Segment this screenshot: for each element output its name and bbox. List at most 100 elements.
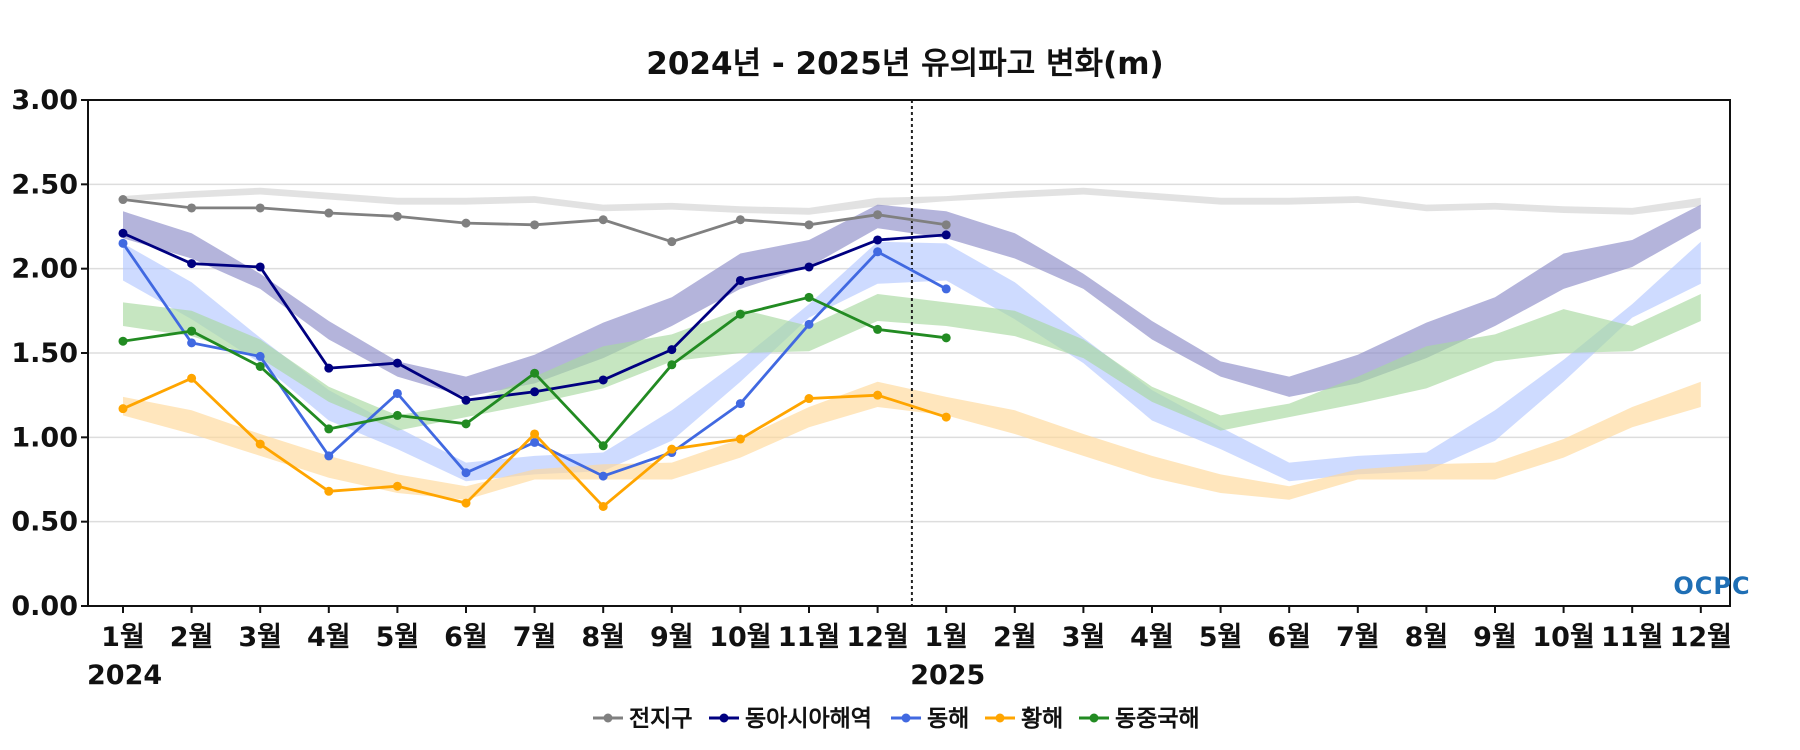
x-tick-label: 4월: [1130, 622, 1174, 653]
data-point: [667, 360, 677, 370]
climatology-band: [123, 187, 1701, 215]
legend-label: 동아시아해역: [745, 706, 872, 732]
data-point: [598, 441, 608, 451]
legend-marker: [719, 713, 729, 723]
legend-marker: [901, 713, 911, 723]
data-point: [804, 220, 814, 230]
data-point: [598, 215, 608, 225]
data-point: [804, 394, 814, 404]
legend-label: 황해: [1021, 706, 1063, 732]
data-point: [392, 410, 402, 420]
data-point: [324, 363, 334, 373]
data-point: [598, 375, 608, 385]
data-point: [873, 390, 883, 400]
data-point: [804, 292, 814, 302]
legend-marker: [603, 713, 613, 723]
x-tick-label: 2월: [993, 622, 1037, 653]
data-point: [324, 486, 334, 496]
data-point: [598, 501, 608, 511]
legend-label: 동중국해: [1115, 706, 1200, 732]
data-point: [735, 275, 745, 285]
x-tick-label: 12월: [846, 622, 908, 653]
data-point: [392, 358, 402, 368]
y-tick-label: 2.00: [11, 254, 78, 285]
x-tick-label: 6월: [1267, 622, 1311, 653]
x-tick-label: 1월: [101, 622, 145, 653]
data-point: [187, 203, 197, 213]
x-tick-label: 6월: [444, 622, 488, 653]
data-point: [324, 208, 334, 218]
x-tick-label: 3월: [238, 622, 282, 653]
x-tick-label: 10월: [1532, 622, 1594, 653]
data-point: [118, 336, 128, 346]
data-point: [941, 333, 951, 343]
x-tick-label: 11월: [1601, 622, 1663, 653]
y-tick-label: 1.00: [11, 422, 78, 453]
data-point: [804, 262, 814, 272]
data-point: [187, 373, 197, 383]
data-point: [873, 247, 883, 257]
data-point: [461, 468, 471, 478]
year-label: 2025: [910, 660, 985, 691]
data-point: [187, 338, 197, 348]
ocpc-logo: OCPC: [1673, 572, 1750, 600]
data-point: [392, 481, 402, 491]
data-point: [873, 210, 883, 220]
year-label: 2024: [87, 660, 162, 691]
data-point: [255, 262, 265, 272]
data-point: [941, 284, 951, 294]
x-tick-label: 7월: [513, 622, 557, 653]
x-tick-label: 3월: [1062, 622, 1106, 653]
data-point: [461, 218, 471, 228]
x-tick-label: 12월: [1670, 622, 1732, 653]
data-point: [941, 412, 951, 422]
x-tick-label: 4월: [307, 622, 351, 653]
x-tick-label: 9월: [650, 622, 694, 653]
data-point: [255, 203, 265, 213]
data-point: [461, 498, 471, 508]
data-series: [118, 195, 951, 511]
x-tick-label: 8월: [581, 622, 625, 653]
x-tick-label: 5월: [1199, 622, 1243, 653]
data-point: [118, 195, 128, 205]
legend-marker: [1089, 713, 1099, 723]
data-point: [530, 437, 540, 447]
x-tick-label: 2월: [170, 622, 214, 653]
data-point: [461, 395, 471, 405]
climatology-band: [123, 294, 1701, 431]
data-point: [461, 419, 471, 429]
y-tick-label: 3.00: [11, 85, 78, 116]
data-point: [873, 235, 883, 245]
x-tick-label: 9월: [1473, 622, 1517, 653]
data-point: [255, 361, 265, 371]
data-point: [187, 326, 197, 336]
legend-marker: [995, 713, 1005, 723]
y-tick-label: 0.50: [11, 507, 78, 538]
data-point: [735, 399, 745, 409]
x-tick-label: 10월: [709, 622, 771, 653]
y-tick-label: 1.50: [11, 338, 78, 369]
x-axis: 1월 2월 3월 4월 5월 6월 7월 8월 9월 10월 11월 12월 1월 2월 3월 4월 5월 6월 7…: [101, 606, 1732, 653]
y-axis: 0.00 0.50 1.00 1.50 2.00 2.50 3.00: [11, 85, 88, 622]
data-point: [530, 429, 540, 439]
legend: 전지구 동아시아해역 동해 황해 동중국해: [593, 706, 1200, 732]
data-point: [118, 404, 128, 414]
year-labels: 2024 2025: [87, 660, 985, 691]
y-tick-label: 2.50: [11, 169, 78, 200]
data-point: [667, 345, 677, 355]
data-point: [530, 368, 540, 378]
x-tick-label: 7월: [1336, 622, 1380, 653]
legend-label: 전지구: [629, 706, 692, 732]
data-point: [873, 324, 883, 334]
chart-title: 2024년 - 2025년 유의파고 변화(m): [646, 46, 1163, 82]
data-point: [598, 471, 608, 481]
data-point: [187, 259, 197, 269]
data-point: [324, 424, 334, 434]
data-point: [941, 230, 951, 240]
data-point: [255, 439, 265, 449]
data-point: [118, 228, 128, 238]
data-point: [804, 319, 814, 329]
data-point: [392, 211, 402, 221]
ocpc-logo-text: OCPC: [1673, 572, 1750, 600]
